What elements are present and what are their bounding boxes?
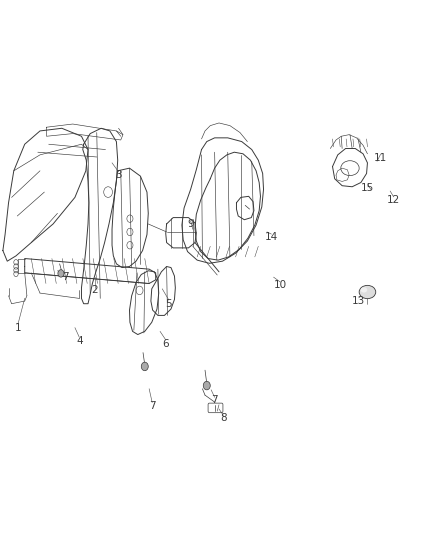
Text: 7: 7 bbox=[211, 395, 218, 406]
Text: 5: 5 bbox=[166, 298, 172, 309]
Circle shape bbox=[58, 270, 64, 277]
Ellipse shape bbox=[359, 285, 376, 298]
Text: 10: 10 bbox=[274, 280, 287, 290]
Text: 15: 15 bbox=[361, 183, 374, 193]
Text: 2: 2 bbox=[91, 286, 98, 295]
Text: 12: 12 bbox=[387, 195, 400, 205]
Circle shape bbox=[141, 362, 148, 370]
Text: 3: 3 bbox=[115, 170, 122, 180]
Text: 7: 7 bbox=[62, 272, 69, 282]
Text: 11: 11 bbox=[374, 152, 387, 163]
Ellipse shape bbox=[360, 287, 367, 293]
Text: 8: 8 bbox=[220, 413, 227, 423]
Text: 1: 1 bbox=[15, 322, 21, 333]
Text: 4: 4 bbox=[76, 336, 83, 346]
Text: 14: 14 bbox=[265, 232, 278, 243]
Text: 13: 13 bbox=[352, 296, 365, 306]
Text: 6: 6 bbox=[162, 338, 169, 349]
Circle shape bbox=[203, 381, 210, 390]
Text: 9: 9 bbox=[187, 219, 194, 229]
Text: 7: 7 bbox=[149, 401, 155, 411]
